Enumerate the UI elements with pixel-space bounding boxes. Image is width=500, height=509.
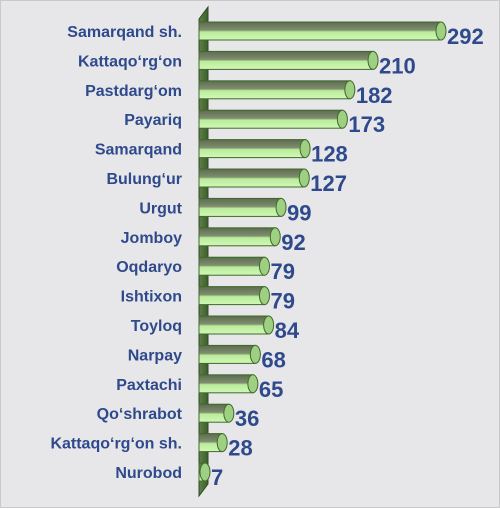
category-label: Toyloq bbox=[131, 318, 182, 335]
category-label: Bulung‘ur bbox=[106, 171, 182, 188]
bar bbox=[198, 21, 447, 41]
value-label: 28 bbox=[228, 436, 252, 461]
category-label: Ishtixon bbox=[121, 289, 182, 306]
bar bbox=[198, 403, 235, 423]
value-label: 65 bbox=[259, 377, 283, 402]
category-label: Urgut bbox=[139, 200, 182, 217]
bar bbox=[198, 256, 270, 276]
value-label: 84 bbox=[275, 318, 300, 343]
value-label: 79 bbox=[270, 289, 294, 314]
value-label: 292 bbox=[447, 24, 484, 49]
category-label: Kattaqo‘rg‘on sh. bbox=[50, 436, 182, 453]
value-label: 7 bbox=[211, 465, 223, 490]
bar bbox=[198, 286, 270, 306]
value-label: 99 bbox=[287, 200, 311, 225]
category-label: Narpay bbox=[128, 347, 182, 364]
category-label: Qo‘shrabot bbox=[97, 406, 183, 423]
bar bbox=[198, 315, 275, 335]
bar bbox=[198, 139, 311, 159]
category-label: Paxtachi bbox=[116, 377, 182, 394]
bar bbox=[198, 197, 287, 217]
value-label: 210 bbox=[379, 53, 416, 78]
category-label: Samarqand bbox=[95, 142, 182, 159]
bar bbox=[198, 462, 211, 482]
category-label: Payariq bbox=[124, 112, 182, 129]
bar bbox=[198, 433, 228, 453]
category-label: Samarqand sh. bbox=[67, 24, 182, 41]
category-label: Pastdarg‘om bbox=[85, 83, 182, 100]
value-label: 92 bbox=[281, 230, 305, 255]
value-label: 79 bbox=[270, 259, 294, 284]
value-label: 182 bbox=[356, 83, 393, 108]
category-label: Jomboy bbox=[121, 230, 182, 247]
value-label: 68 bbox=[261, 347, 285, 372]
value-label: 173 bbox=[348, 112, 385, 137]
bar bbox=[198, 227, 281, 247]
bar bbox=[198, 80, 356, 100]
bar bbox=[198, 168, 310, 188]
bar bbox=[198, 374, 259, 394]
bar bbox=[198, 50, 379, 70]
category-label: Kattaqo‘rg‘on bbox=[78, 53, 182, 70]
value-label: 128 bbox=[311, 142, 348, 167]
bar bbox=[198, 109, 348, 129]
category-label: Oqdaryo bbox=[116, 259, 182, 276]
value-label: 36 bbox=[235, 406, 259, 431]
axis-wall bbox=[198, 5, 209, 498]
value-label: 127 bbox=[310, 171, 347, 196]
bar bbox=[198, 344, 261, 364]
category-label: Nurobod bbox=[115, 465, 182, 482]
